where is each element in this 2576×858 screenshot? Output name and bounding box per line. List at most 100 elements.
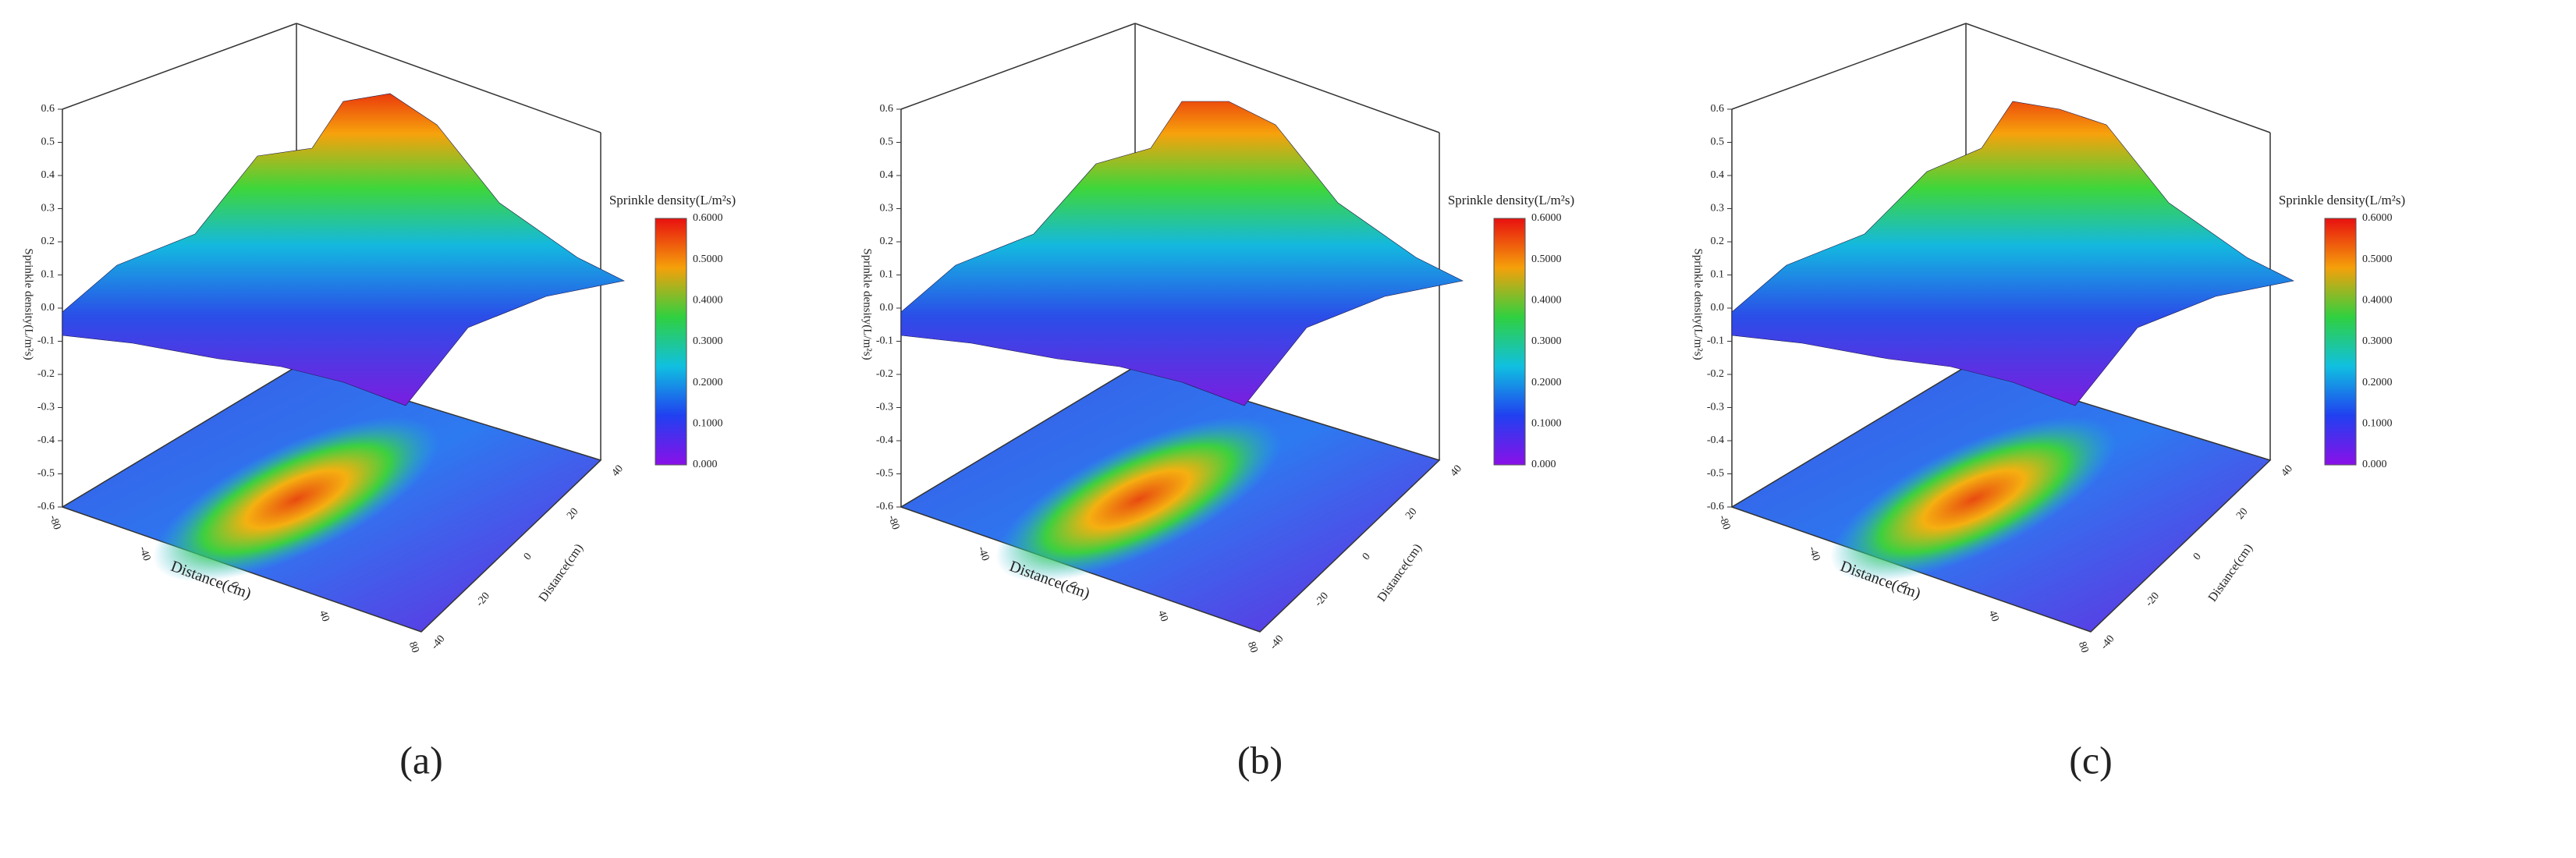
- z-tick-label: -0.4: [1707, 434, 1724, 446]
- x-tick-label: -40: [975, 545, 991, 563]
- z-tick-label: -0.2: [876, 368, 893, 380]
- density-surface: [900, 101, 1464, 406]
- colorbar: [1493, 218, 1526, 466]
- colorbar-tick-label: 0.3000: [693, 335, 723, 347]
- z-tick-label: -0.5: [37, 468, 55, 480]
- y-tick-label: -40: [1268, 633, 1286, 652]
- z-tick-label: -0.1: [876, 335, 893, 347]
- colorbar: [2324, 218, 2357, 466]
- z-tick-label: 0.2: [1711, 236, 1725, 247]
- panel: 0.6 0.5 0.4 0.3 0.2 0.1 0.0 -0.1 -0.2 -0.3 -0.4 -0.…: [23, 23, 736, 782]
- panel-label: (c): [2069, 738, 2113, 782]
- z-tick-label: 0.3: [41, 203, 55, 214]
- z-tick-label: -0.5: [876, 468, 893, 480]
- box-edge: [1731, 23, 1967, 110]
- x-tick-label: 0: [1066, 580, 1079, 590]
- y-tick-label: -20: [474, 590, 492, 609]
- z-tick-label: -0.1: [37, 335, 55, 347]
- z-tick-label: 0.3: [880, 203, 894, 214]
- colorbar-tick-label: 0.2000: [2362, 377, 2393, 388]
- y-tick-label: 0: [2191, 551, 2204, 562]
- colorbar-tick-label: 0.5000: [1531, 254, 1562, 265]
- colorbar-tick-label: 0.3000: [2362, 335, 2393, 347]
- z-tick-label: 0.6: [880, 103, 894, 115]
- z-tick-label: 0.2: [880, 236, 894, 247]
- box-edge: [62, 23, 297, 110]
- colorbar-tick-label: 0.000: [2362, 459, 2387, 470]
- z-tick-label: -0.6: [37, 501, 55, 512]
- z-tick-label: 0.2: [41, 236, 55, 247]
- y-tick-label: 20: [565, 506, 580, 522]
- colorbar-tick-label: 0.6000: [693, 212, 723, 224]
- z-tick-label: -0.5: [1707, 468, 1724, 480]
- colorbar-tick-label: 0.1000: [2362, 418, 2393, 430]
- colorbar-tick-label: 0.4000: [2362, 295, 2393, 307]
- y-tick-label: 0: [1361, 551, 1373, 562]
- colorbar-tick-label: 0.6000: [1531, 212, 1562, 224]
- colorbar: [655, 218, 687, 466]
- box-edge: [1134, 23, 1440, 133]
- colorbar-tick-label: 0.5000: [2362, 254, 2393, 265]
- z-tick-label: -0.3: [37, 402, 55, 413]
- z-tick-label: -0.6: [1707, 501, 1724, 512]
- z-tick-label: 0.5: [1711, 136, 1725, 148]
- colorbar-tick-label: 0.4000: [1531, 295, 1562, 307]
- x-tick-label: -80: [47, 514, 62, 532]
- colorbar-title: Sprinkle density(L/m²s): [609, 193, 736, 207]
- y-tick-label: 40: [1449, 463, 1464, 479]
- panel-label: (a): [399, 738, 443, 782]
- box-edge: [900, 23, 1136, 110]
- z-tick-label: -0.3: [1707, 402, 1724, 413]
- density-surface: [1731, 101, 2294, 406]
- x-tick-label: 80: [1245, 640, 1260, 654]
- y-tick-label: 20: [1403, 506, 1419, 522]
- y-axis-label: Distance(cm): [1375, 541, 1425, 604]
- z-axis-label: Sprinkle density(L/m²s): [1692, 248, 1705, 360]
- x-tick-label: 40: [1155, 609, 1170, 623]
- z-tick-label: 0.4: [41, 169, 55, 181]
- z-tick-label: -0.2: [37, 368, 55, 380]
- colorbar-tick-label: 0.3000: [1531, 335, 1562, 347]
- x-tick-label: -80: [885, 514, 901, 532]
- box-edge: [1965, 23, 2271, 133]
- colorbar-tick-label: 0.2000: [1531, 377, 1562, 388]
- z-tick-label: 0.0: [880, 302, 894, 314]
- z-tick-label: -0.3: [876, 402, 893, 413]
- z-tick-label: 0.1: [41, 269, 55, 281]
- z-tick-label: 0.3: [1711, 203, 1725, 214]
- colorbar-title: Sprinkle density(L/m²s): [1448, 193, 1574, 207]
- floor-hotspot: [153, 417, 440, 582]
- x-tick-label: -40: [137, 545, 152, 563]
- z-tick-label: 0.0: [1711, 302, 1725, 314]
- z-axis-label: Sprinkle density(L/m²s): [861, 248, 874, 360]
- y-tick-label: -40: [429, 633, 447, 652]
- z-tick-label: 0.0: [41, 302, 55, 314]
- z-tick-label: -0.2: [1707, 368, 1724, 380]
- x-tick-label: 0: [228, 580, 240, 590]
- x-tick-label: -80: [1716, 514, 1732, 532]
- colorbar-tick-label: 0.5000: [693, 254, 723, 265]
- y-axis-label: Distance(cm): [2206, 541, 2255, 604]
- x-tick-label: 40: [317, 609, 332, 623]
- colorbar-tick-label: 0.4000: [693, 295, 723, 307]
- y-tick-label: -20: [2144, 590, 2162, 609]
- y-axis-label: Distance(cm): [537, 541, 586, 604]
- z-tick-label: 0.6: [1711, 103, 1725, 115]
- z-tick-label: -0.1: [1707, 335, 1724, 347]
- x-tick-label: 80: [2076, 640, 2091, 654]
- z-tick-label: 0.5: [880, 136, 894, 148]
- y-tick-label: -40: [2099, 633, 2117, 652]
- panel-label: (b): [1237, 738, 1283, 782]
- y-tick-label: 20: [2234, 506, 2250, 522]
- x-tick-label: 40: [1986, 609, 2001, 623]
- x-tick-label: 80: [406, 640, 421, 654]
- x-tick-label: -40: [1806, 545, 1822, 563]
- colorbar-tick-label: 0.6000: [2362, 212, 2393, 224]
- z-tick-label: 0.1: [1711, 269, 1725, 281]
- y-tick-label: 40: [2280, 463, 2295, 479]
- z-tick-label: 0.5: [41, 136, 55, 148]
- panel: 0.6 0.5 0.4 0.3 0.2 0.1 0.0 -0.1 -0.2 -0.3 -0.4 -0.…: [861, 23, 1574, 782]
- colorbar-tick-label: 0.000: [693, 459, 718, 470]
- y-tick-label: -20: [1313, 590, 1331, 609]
